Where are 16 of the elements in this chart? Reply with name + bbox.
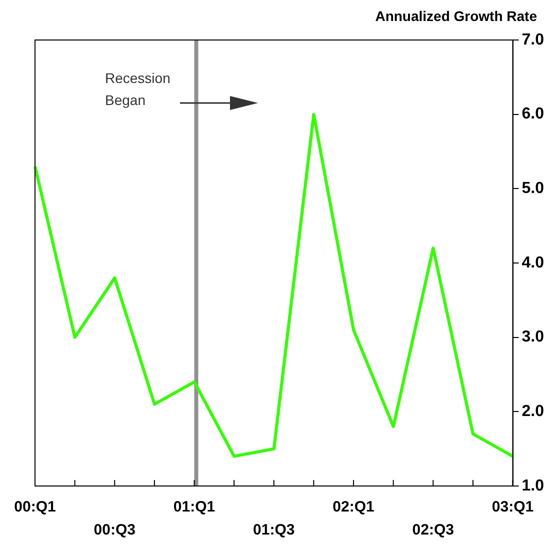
chart-title: Annualized Growth Rate	[375, 8, 537, 24]
y-tick-label: 2.0	[522, 403, 544, 420]
x-tick-label: 03:Q1	[492, 498, 534, 516]
y-tick-label: 7.0	[522, 31, 544, 48]
x-tick-label: 01:Q1	[173, 498, 216, 516]
y-tick-label: 6.0	[522, 106, 544, 123]
ref-line-label: Recession Began	[105, 69, 172, 110]
y-tick-label: 4.0	[522, 254, 544, 272]
x-tick-label: 00:Q3	[94, 522, 136, 539]
y-tick-label: 3.0	[522, 328, 544, 346]
x-tick-label: 00:Q1	[14, 498, 56, 516]
x-tick-label: 02:Q1	[332, 498, 374, 516]
y-tick-label: 1.0	[522, 477, 544, 494]
y-tick-label: 5.0	[522, 180, 544, 198]
x-tick-label: 02:Q3	[412, 522, 454, 539]
x-tick-label: 01:Q3	[253, 522, 295, 539]
